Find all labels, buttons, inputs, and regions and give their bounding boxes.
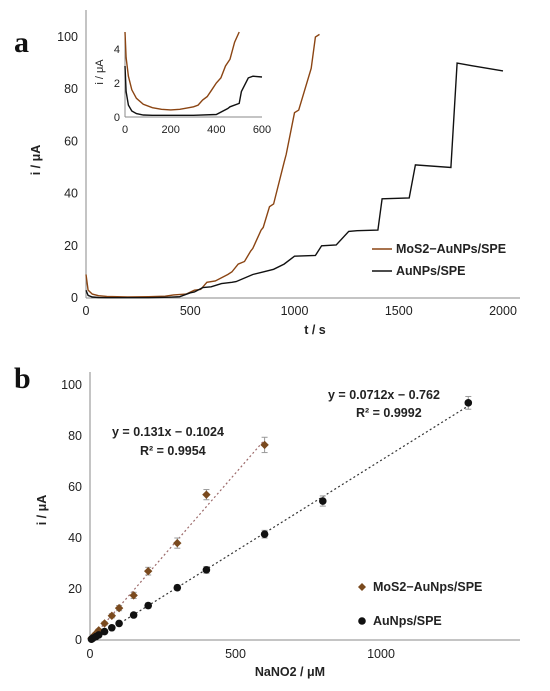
inset-y-tick-label: 4 <box>114 44 120 56</box>
panel-b-data-point <box>107 611 117 620</box>
panel-a-inset-chart: 0 2 4 0 200 400 600 i / μA <box>94 31 271 136</box>
panel-b-fit-line <box>89 439 266 641</box>
panel-b-fit-equation: y = 0.131x − 0.1024 <box>112 425 224 439</box>
panel-a-legend-label: AuNPs/SPE <box>396 264 465 278</box>
panel-b-data-point <box>173 583 182 592</box>
panel-b-x-axis-label: NaNO2 / μM <box>255 665 325 679</box>
panel-b-data-point <box>260 440 269 450</box>
inset-y-tick-label: 0 <box>114 112 120 124</box>
panel-b-fit-r2: R² = 0.9954 <box>140 444 206 458</box>
panel-b-data-point <box>464 399 473 407</box>
panel-a-y-tick-label: 80 <box>64 82 78 96</box>
inset-x-tick-label: 600 <box>253 124 271 136</box>
panel-b-legend-marker <box>358 583 366 591</box>
panel-b-data-point <box>202 566 211 574</box>
panel-b-y-tick-label: 20 <box>68 582 82 596</box>
panel-a-y-tick-label: 0 <box>71 291 78 305</box>
panel-b-x-tick-label: 0 <box>87 647 94 661</box>
panel-a-y-tick-label: 20 <box>64 239 78 253</box>
panel-b-letter: b <box>14 362 31 395</box>
panel-a-y-tick-label: 100 <box>57 30 78 44</box>
panel-b-data-point <box>100 627 109 636</box>
panel-a-y-axis-label: i / μA <box>29 145 43 176</box>
panel-a-x-tick-label: 0 <box>83 304 90 318</box>
inset-x-tick-label: 400 <box>207 124 225 136</box>
panel-b-y-tick-label: 40 <box>68 531 82 545</box>
panel-b-data-point <box>114 603 124 613</box>
panel-a-y-tick-label: 60 <box>64 134 78 148</box>
panel-b-data-point <box>173 538 182 548</box>
panel-b-y-tick-label: 100 <box>61 378 82 392</box>
panel-b-legend-label: MoS2−AuNps/SPE <box>373 580 482 594</box>
panel-a-x-tick-label: 1500 <box>385 304 413 318</box>
panel-b-data-point <box>260 530 269 538</box>
panel-b-data-point <box>108 623 116 632</box>
panel-a-series-line <box>85 62 504 299</box>
panel-b-data-point <box>144 601 152 610</box>
panel-b-x-tick-label: 500 <box>225 647 246 661</box>
panel-a-series-line <box>85 33 320 298</box>
panel-b-data-point <box>94 631 103 639</box>
panel-b-data-point <box>144 566 153 576</box>
inset-y-axis-label: i / μA <box>94 59 106 85</box>
panel-a-x-tick-label: 500 <box>180 304 201 318</box>
panel-a-x-tick-label: 1000 <box>281 304 309 318</box>
panel-b-legend-label: AuNps/SPE <box>373 614 442 628</box>
panel-b-data-point <box>94 626 103 635</box>
panel-b-y-tick-label: 80 <box>68 429 82 443</box>
panel-a-y-tick-label: 40 <box>64 187 78 201</box>
inset-series-line <box>124 31 240 111</box>
panel-b-legend-marker <box>358 617 366 625</box>
panel-a-x-axis-label: t / s <box>304 323 326 337</box>
panel-b-data-point <box>100 619 109 628</box>
inset-series-line <box>124 65 263 116</box>
inset-x-tick-label: 200 <box>161 124 179 136</box>
inset-x-tick-label: 0 <box>122 124 128 136</box>
panel-b-fit-r2: R² = 0.9992 <box>356 406 422 420</box>
panel-b-y-axis-label: i / μA <box>35 495 49 526</box>
panel-b-data-point <box>115 619 123 628</box>
panel-b-fit-equation: y = 0.0712x − 0.762 <box>328 388 440 402</box>
inset-y-tick-label: 2 <box>114 78 120 90</box>
panel-b-data-point <box>319 497 327 505</box>
panel-b-data-point <box>202 490 211 499</box>
panel-a-legend-label: MoS2−AuNPs/SPE <box>396 242 506 256</box>
panel-b-x-tick-label: 1000 <box>367 647 395 661</box>
panel-b-y-tick-label: 0 <box>75 633 82 647</box>
panel-b-data-point <box>129 611 138 619</box>
panel-b-data-point <box>129 591 138 600</box>
panel-b-y-tick-label: 60 <box>68 480 82 494</box>
panel-a-x-tick-label: 2000 <box>489 304 517 318</box>
panel-a-letter: a <box>14 26 29 59</box>
